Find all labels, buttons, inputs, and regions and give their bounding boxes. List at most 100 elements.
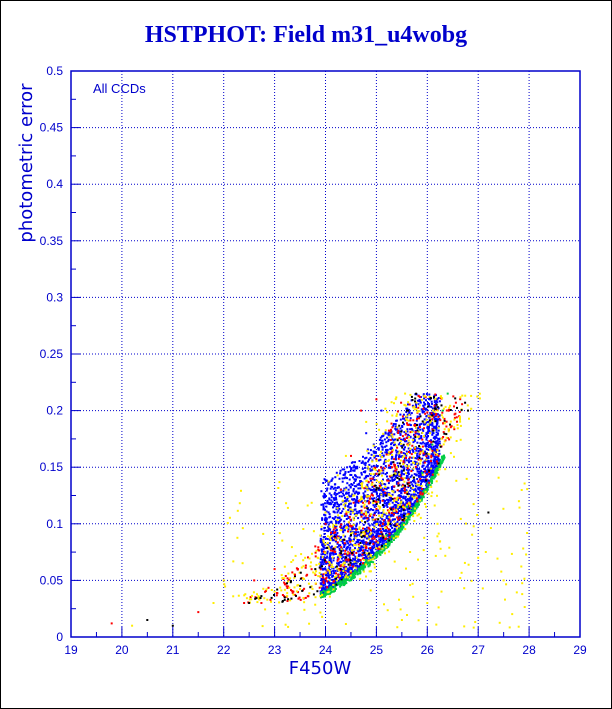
blue-point [408, 461, 410, 464]
blue-point [322, 584, 325, 587]
yellow-point [428, 395, 431, 398]
blue-point [341, 477, 344, 480]
blue-point [416, 432, 419, 435]
blue-point [401, 426, 404, 428]
blue-point [342, 543, 345, 546]
blue-point [410, 412, 413, 415]
yellow-point [459, 577, 462, 579]
blue-point [418, 416, 421, 419]
red-point [334, 526, 337, 529]
blue-point [400, 474, 403, 477]
red-point [389, 430, 392, 433]
black-point [289, 581, 292, 584]
yellow-point [415, 408, 418, 411]
yellow-point [398, 504, 401, 506]
yellow-point [470, 407, 473, 410]
blue-point [321, 575, 324, 578]
blue-point [333, 498, 336, 501]
yellow-point [472, 503, 475, 506]
blue-point [404, 495, 407, 498]
black-point [382, 536, 385, 539]
anchor-point [487, 511, 490, 514]
red-point [379, 527, 382, 530]
blue-point [360, 546, 363, 549]
blue-point [399, 418, 402, 421]
blue-point [385, 502, 388, 505]
blue-point [399, 433, 402, 436]
blue-point [346, 477, 348, 480]
blue-point [322, 548, 325, 551]
green-point [441, 456, 444, 459]
blue-point [340, 536, 343, 539]
anchor-point [314, 545, 317, 548]
red-point [362, 501, 364, 504]
yellow-point [367, 468, 370, 471]
blue-point [369, 548, 372, 551]
black-point [260, 595, 263, 598]
red-point [299, 598, 302, 601]
yellow-point [290, 546, 293, 549]
blue-point [427, 427, 430, 430]
black-point [414, 397, 417, 400]
black-point [415, 392, 418, 395]
blue-point [328, 492, 331, 495]
blue-point [376, 495, 379, 498]
yellow-point [463, 625, 466, 628]
blue-point [363, 554, 366, 557]
red-point [378, 547, 381, 550]
green-point [357, 567, 360, 570]
yellow-point [393, 560, 396, 563]
blue-point [326, 581, 329, 584]
black-point [403, 517, 406, 520]
anchor-point [400, 619, 403, 621]
blue-point [368, 509, 371, 512]
blue-point [380, 522, 382, 525]
blue-point [375, 509, 378, 512]
yellow-point [526, 532, 529, 534]
blue-point [358, 559, 361, 562]
blue-point [349, 543, 352, 546]
blue-point [386, 436, 389, 439]
blue-point [329, 528, 332, 531]
red-point [428, 471, 431, 473]
blue-point [425, 475, 428, 478]
yellow-point [517, 625, 520, 628]
blue-point [327, 562, 330, 565]
yellow-point [277, 487, 280, 489]
green-point [413, 506, 416, 509]
blue-point [370, 479, 372, 482]
blue-point [351, 493, 354, 496]
blue-point [431, 422, 434, 425]
anchor-point [365, 420, 368, 423]
blue-point [390, 498, 393, 501]
yellow-point [299, 588, 301, 590]
blue-point [370, 465, 373, 468]
yellow-point [430, 495, 433, 498]
red-point [400, 477, 403, 479]
blue-point [382, 506, 385, 508]
blue-point [362, 495, 365, 498]
blue-point [383, 504, 386, 507]
red-point [408, 451, 410, 453]
blue-point [416, 456, 419, 459]
blue-point [403, 516, 406, 519]
green-point [431, 476, 434, 479]
blue-point [395, 481, 398, 483]
yellow-point [386, 420, 389, 423]
yellow-point [396, 522, 399, 525]
red-point [417, 406, 420, 409]
red-point [379, 484, 381, 487]
yellow-point [303, 608, 306, 611]
blue-point [361, 467, 364, 470]
yellow-point [467, 563, 470, 566]
blue-point [432, 436, 435, 439]
yellow-point [387, 453, 390, 456]
blue-point [379, 488, 382, 491]
blue-point [341, 568, 344, 571]
blue-point [355, 565, 358, 568]
blue-point [376, 465, 379, 467]
yellow-point [310, 585, 313, 588]
yellow-point [459, 396, 462, 399]
blue-point [415, 419, 418, 422]
blue-point [322, 587, 325, 589]
